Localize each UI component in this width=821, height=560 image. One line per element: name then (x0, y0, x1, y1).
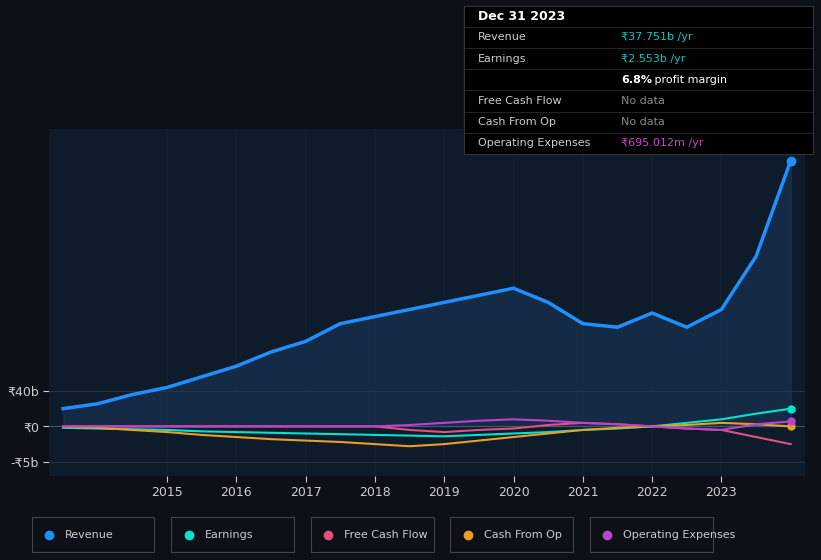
Text: profit margin: profit margin (650, 75, 727, 85)
Text: Operating Expenses: Operating Expenses (623, 530, 736, 540)
Text: ₹2.553b /yr: ₹2.553b /yr (621, 54, 686, 64)
Text: Operating Expenses: Operating Expenses (478, 138, 590, 148)
Text: ₹37.751b /yr: ₹37.751b /yr (621, 32, 692, 43)
Text: Dec 31 2023: Dec 31 2023 (478, 10, 565, 23)
Text: Earnings: Earnings (478, 54, 526, 64)
Text: ₹695.012m /yr: ₹695.012m /yr (621, 138, 704, 148)
Text: Revenue: Revenue (65, 530, 114, 540)
Text: No data: No data (621, 117, 665, 127)
Text: 6.8%: 6.8% (621, 75, 652, 85)
Text: Free Cash Flow: Free Cash Flow (344, 530, 428, 540)
Text: Revenue: Revenue (478, 32, 526, 43)
Text: Cash From Op: Cash From Op (484, 530, 562, 540)
Text: No data: No data (621, 96, 665, 106)
Text: Free Cash Flow: Free Cash Flow (478, 96, 562, 106)
Text: Earnings: Earnings (204, 530, 253, 540)
Text: Cash From Op: Cash From Op (478, 117, 556, 127)
